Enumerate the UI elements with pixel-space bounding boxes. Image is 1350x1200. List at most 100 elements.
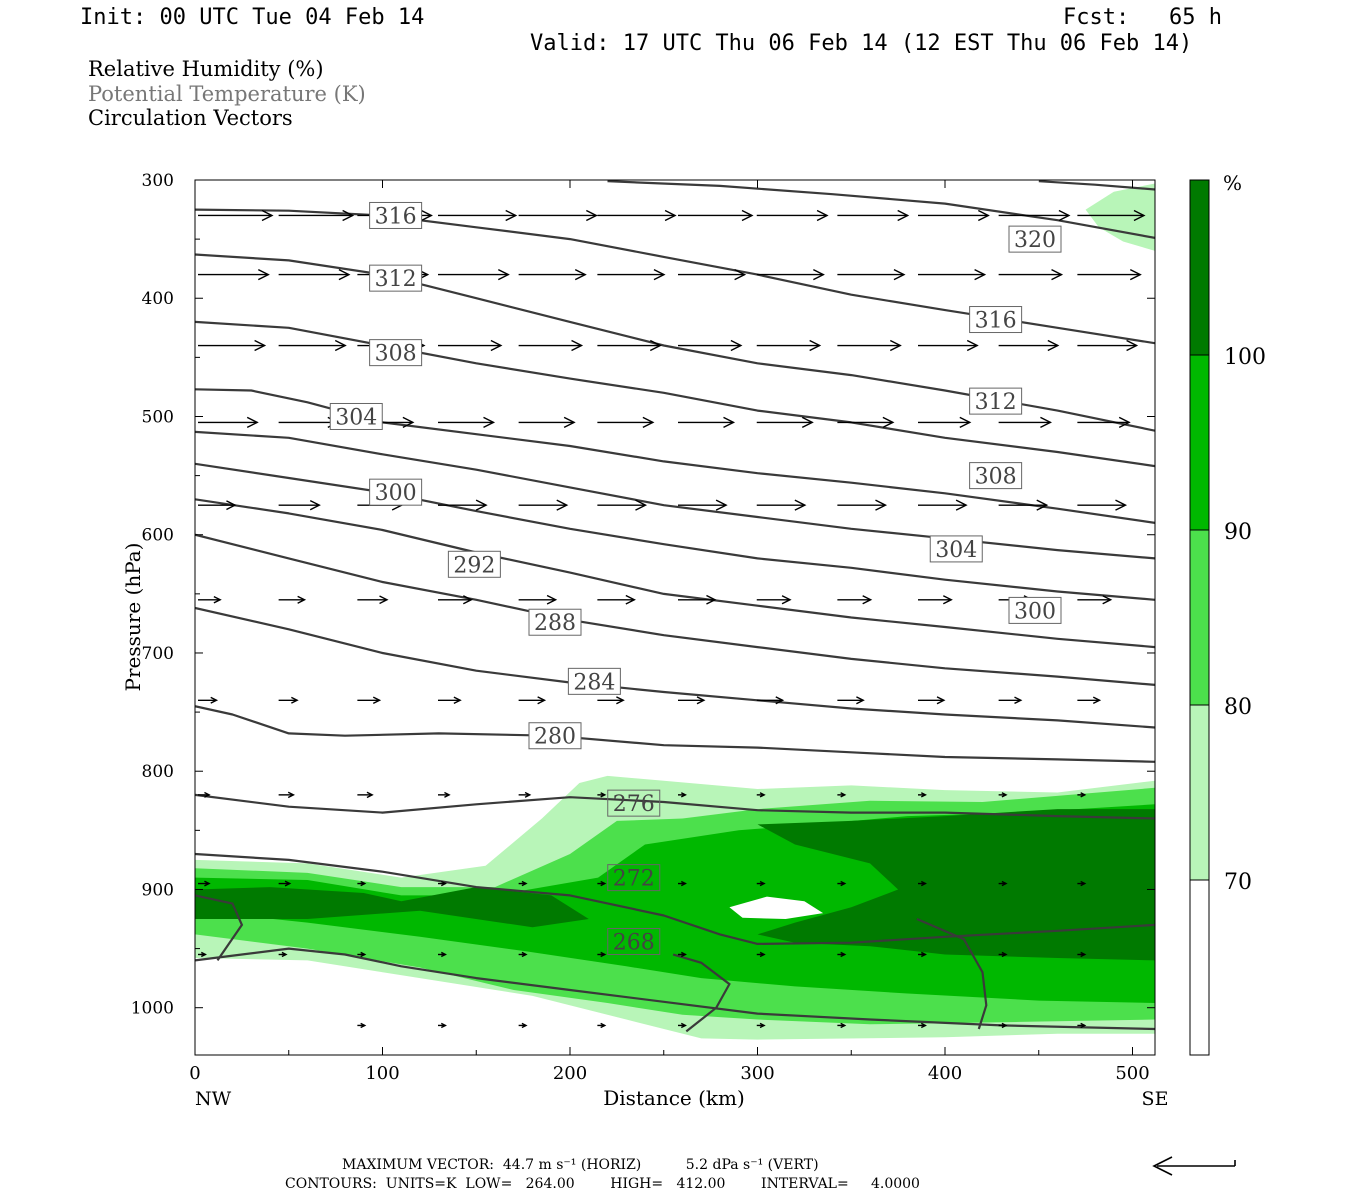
colorbar-band (1190, 705, 1209, 880)
theta-contour-lower-1 (672, 953, 731, 1033)
circulation-vector (756, 416, 814, 429)
svg-text:304: 304 (335, 405, 377, 430)
svg-text:308: 308 (375, 342, 417, 367)
theta-contour-296 (195, 462, 1155, 601)
circulation-vector (198, 339, 267, 352)
circulation-vector (756, 1022, 766, 1029)
circulation-vector (998, 951, 1008, 958)
circulation-vector (756, 792, 766, 798)
colorbar-band (1190, 355, 1209, 530)
circulation-vector (678, 880, 687, 887)
circulation-vector (518, 339, 584, 352)
circulation-vector (998, 696, 1023, 705)
circulation-vector (597, 209, 677, 222)
circulation-vector (678, 594, 717, 605)
y-tick-label: 1000 (131, 999, 174, 1019)
colorbar-unit: % (1223, 171, 1242, 195)
x-tick-label: 500 (1115, 1063, 1149, 1084)
circulation-vector (597, 594, 636, 605)
theta-contour-268 (195, 947, 1155, 1031)
circulation-vector (998, 792, 1008, 798)
y-tick-label: 400 (142, 289, 174, 309)
circulation-vector (518, 880, 528, 887)
circulation-vector (198, 880, 211, 887)
theta-label-extra-300-4: 300 (1008, 596, 1062, 624)
theta-contour-300 (195, 430, 1155, 560)
svg-text:308: 308 (975, 465, 1017, 490)
y-tick-label: 500 (142, 407, 174, 427)
circulation-vector (756, 880, 766, 887)
circulation-vector (918, 696, 946, 705)
theta-label-extra-304-3: 304 (929, 535, 983, 563)
svg-text:284: 284 (573, 670, 615, 695)
circulation-vector (198, 268, 270, 281)
colorbar-label: 80 (1224, 695, 1252, 720)
theta-label-320: 320 (1008, 225, 1062, 253)
x-tick-label: 0 (189, 1063, 200, 1084)
svg-text:280: 280 (534, 725, 576, 750)
circulation-vector (278, 268, 351, 281)
theta-label-312: 312 (369, 264, 423, 292)
svg-text:316: 316 (975, 309, 1017, 334)
circulation-vector (198, 595, 222, 604)
circulation-vector (756, 339, 822, 352)
circulation-vector (918, 209, 990, 222)
circulation-vector (678, 416, 736, 429)
colorbar-frame (1189, 179, 1210, 1056)
circulation-vector (518, 268, 587, 281)
circulation-vector (918, 268, 987, 281)
circulation-vector (756, 499, 807, 511)
circulation-vector (1077, 499, 1128, 511)
svg-text:288: 288 (534, 611, 576, 636)
circulation-vector (678, 339, 743, 352)
circulation-vector (438, 499, 488, 511)
left-end-label: NW (195, 1088, 232, 1110)
theta-label-316: 316 (369, 201, 423, 229)
circulation-vector (918, 339, 979, 352)
circulation-vector (518, 951, 528, 958)
circulation-vector (756, 595, 792, 605)
circulation-vector (278, 209, 355, 222)
theta-label-276: 276 (607, 789, 661, 817)
circulation-vector (278, 339, 347, 352)
circulation-vector (756, 951, 766, 958)
circulation-vector (198, 500, 237, 511)
circulation-vector (1077, 268, 1142, 281)
theta-label-280: 280 (528, 722, 582, 750)
circulation-vector (998, 339, 1060, 352)
circulation-vector (357, 791, 374, 799)
x-tick-label: 200 (553, 1063, 587, 1084)
circulation-vector (278, 951, 288, 958)
circulation-vector (278, 880, 292, 887)
y-tick-label: 600 (142, 526, 174, 546)
theta-label-272: 272 (607, 864, 661, 892)
circulation-vector (998, 880, 1008, 887)
circulation-vector (678, 792, 687, 798)
circulation-vector (518, 416, 576, 429)
theta-contour-lower-0 (195, 894, 244, 962)
circulation-vector (756, 268, 825, 281)
circulation-vector (597, 339, 662, 352)
circulation-vector (1077, 1022, 1087, 1029)
forecast-hour: Fcst: 65 h (1063, 5, 1222, 30)
circulation-vector (438, 1022, 447, 1029)
circulation-vector (998, 499, 1049, 511)
right-end-label: SE (1142, 1088, 1169, 1110)
circulation-vector (998, 268, 1064, 281)
circulation-vector (918, 792, 927, 798)
circulation-vector (837, 209, 910, 222)
footer-contours: CONTOURS: UNITS=K LOW= 264.00 HIGH= 412.… (285, 1176, 920, 1192)
circulation-vector (278, 416, 340, 429)
svg-text:272: 272 (613, 867, 655, 892)
theta-label-288: 288 (528, 608, 582, 636)
circulation-vector (837, 339, 902, 352)
svg-text:300: 300 (1014, 599, 1056, 624)
circulation-vector (918, 951, 927, 958)
plot-frame (194, 179, 1156, 1056)
colorbar-band (1190, 880, 1209, 1055)
y-tick-label: 900 (142, 880, 174, 900)
circulation-vector (837, 880, 847, 887)
circulation-vector (756, 209, 829, 222)
svg-text:268: 268 (613, 930, 655, 955)
theta-label-292: 292 (447, 550, 501, 578)
